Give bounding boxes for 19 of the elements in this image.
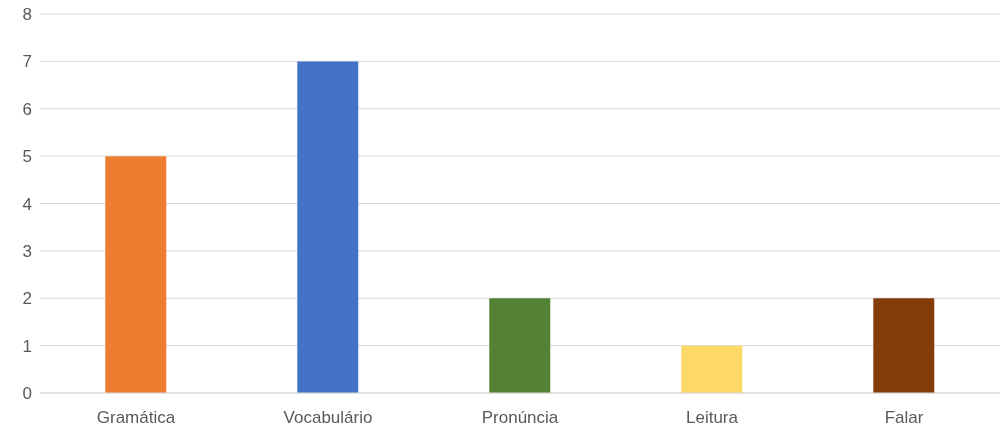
x-tick-label: Falar — [884, 408, 924, 428]
x-tick-label: Leitura — [686, 408, 739, 428]
y-tick-label: 2 — [22, 289, 32, 309]
y-tick-label: 5 — [22, 147, 32, 167]
bar — [297, 61, 359, 393]
x-tick-label: Pronúncia — [481, 408, 559, 428]
y-tick-label: 4 — [22, 194, 32, 214]
bar — [105, 156, 167, 393]
bar — [681, 345, 743, 393]
bar — [489, 298, 551, 393]
y-tick-label: 0 — [22, 384, 32, 404]
y-tick-label: 6 — [22, 99, 32, 119]
y-tick-label: 1 — [22, 336, 32, 356]
bar — [873, 298, 935, 393]
y-tick-label: 8 — [22, 5, 32, 25]
x-tick-label: Vocabulário — [283, 408, 373, 428]
y-tick-label: 7 — [22, 52, 32, 72]
x-tick-label: Gramática — [96, 408, 176, 428]
y-tick-label: 3 — [22, 241, 32, 261]
